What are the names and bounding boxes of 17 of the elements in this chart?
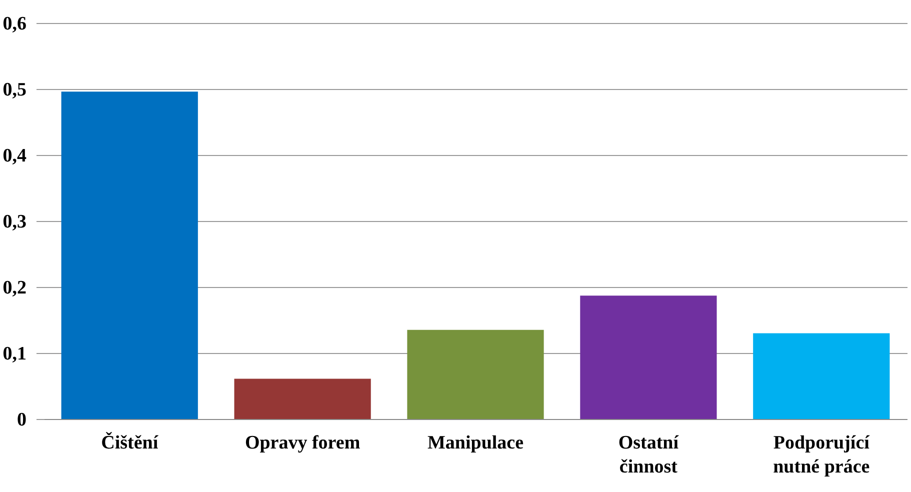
x-tick-label: Podporující nutné práce bbox=[773, 432, 870, 478]
bar bbox=[61, 92, 198, 419]
bar bbox=[234, 378, 371, 419]
y-tick-label: 0,3 bbox=[2, 212, 26, 232]
bar bbox=[580, 296, 717, 419]
y-tick-label: 0,5 bbox=[2, 80, 26, 100]
bar bbox=[407, 330, 544, 419]
y-tick-label: 0,2 bbox=[2, 278, 26, 298]
y-tick-label: 0,4 bbox=[2, 146, 27, 166]
y-tick-label: 0 bbox=[17, 410, 26, 430]
x-tick-label: Manipulace bbox=[427, 432, 524, 454]
bar bbox=[753, 333, 890, 419]
x-tick-label: Čištění bbox=[101, 432, 159, 454]
y-tick-label: 0,6 bbox=[2, 14, 26, 34]
y-tick-label: 0,1 bbox=[2, 344, 26, 364]
x-tick-label: Ostatní činnost bbox=[618, 432, 680, 478]
x-tick-label: Opravy forem bbox=[244, 432, 360, 454]
